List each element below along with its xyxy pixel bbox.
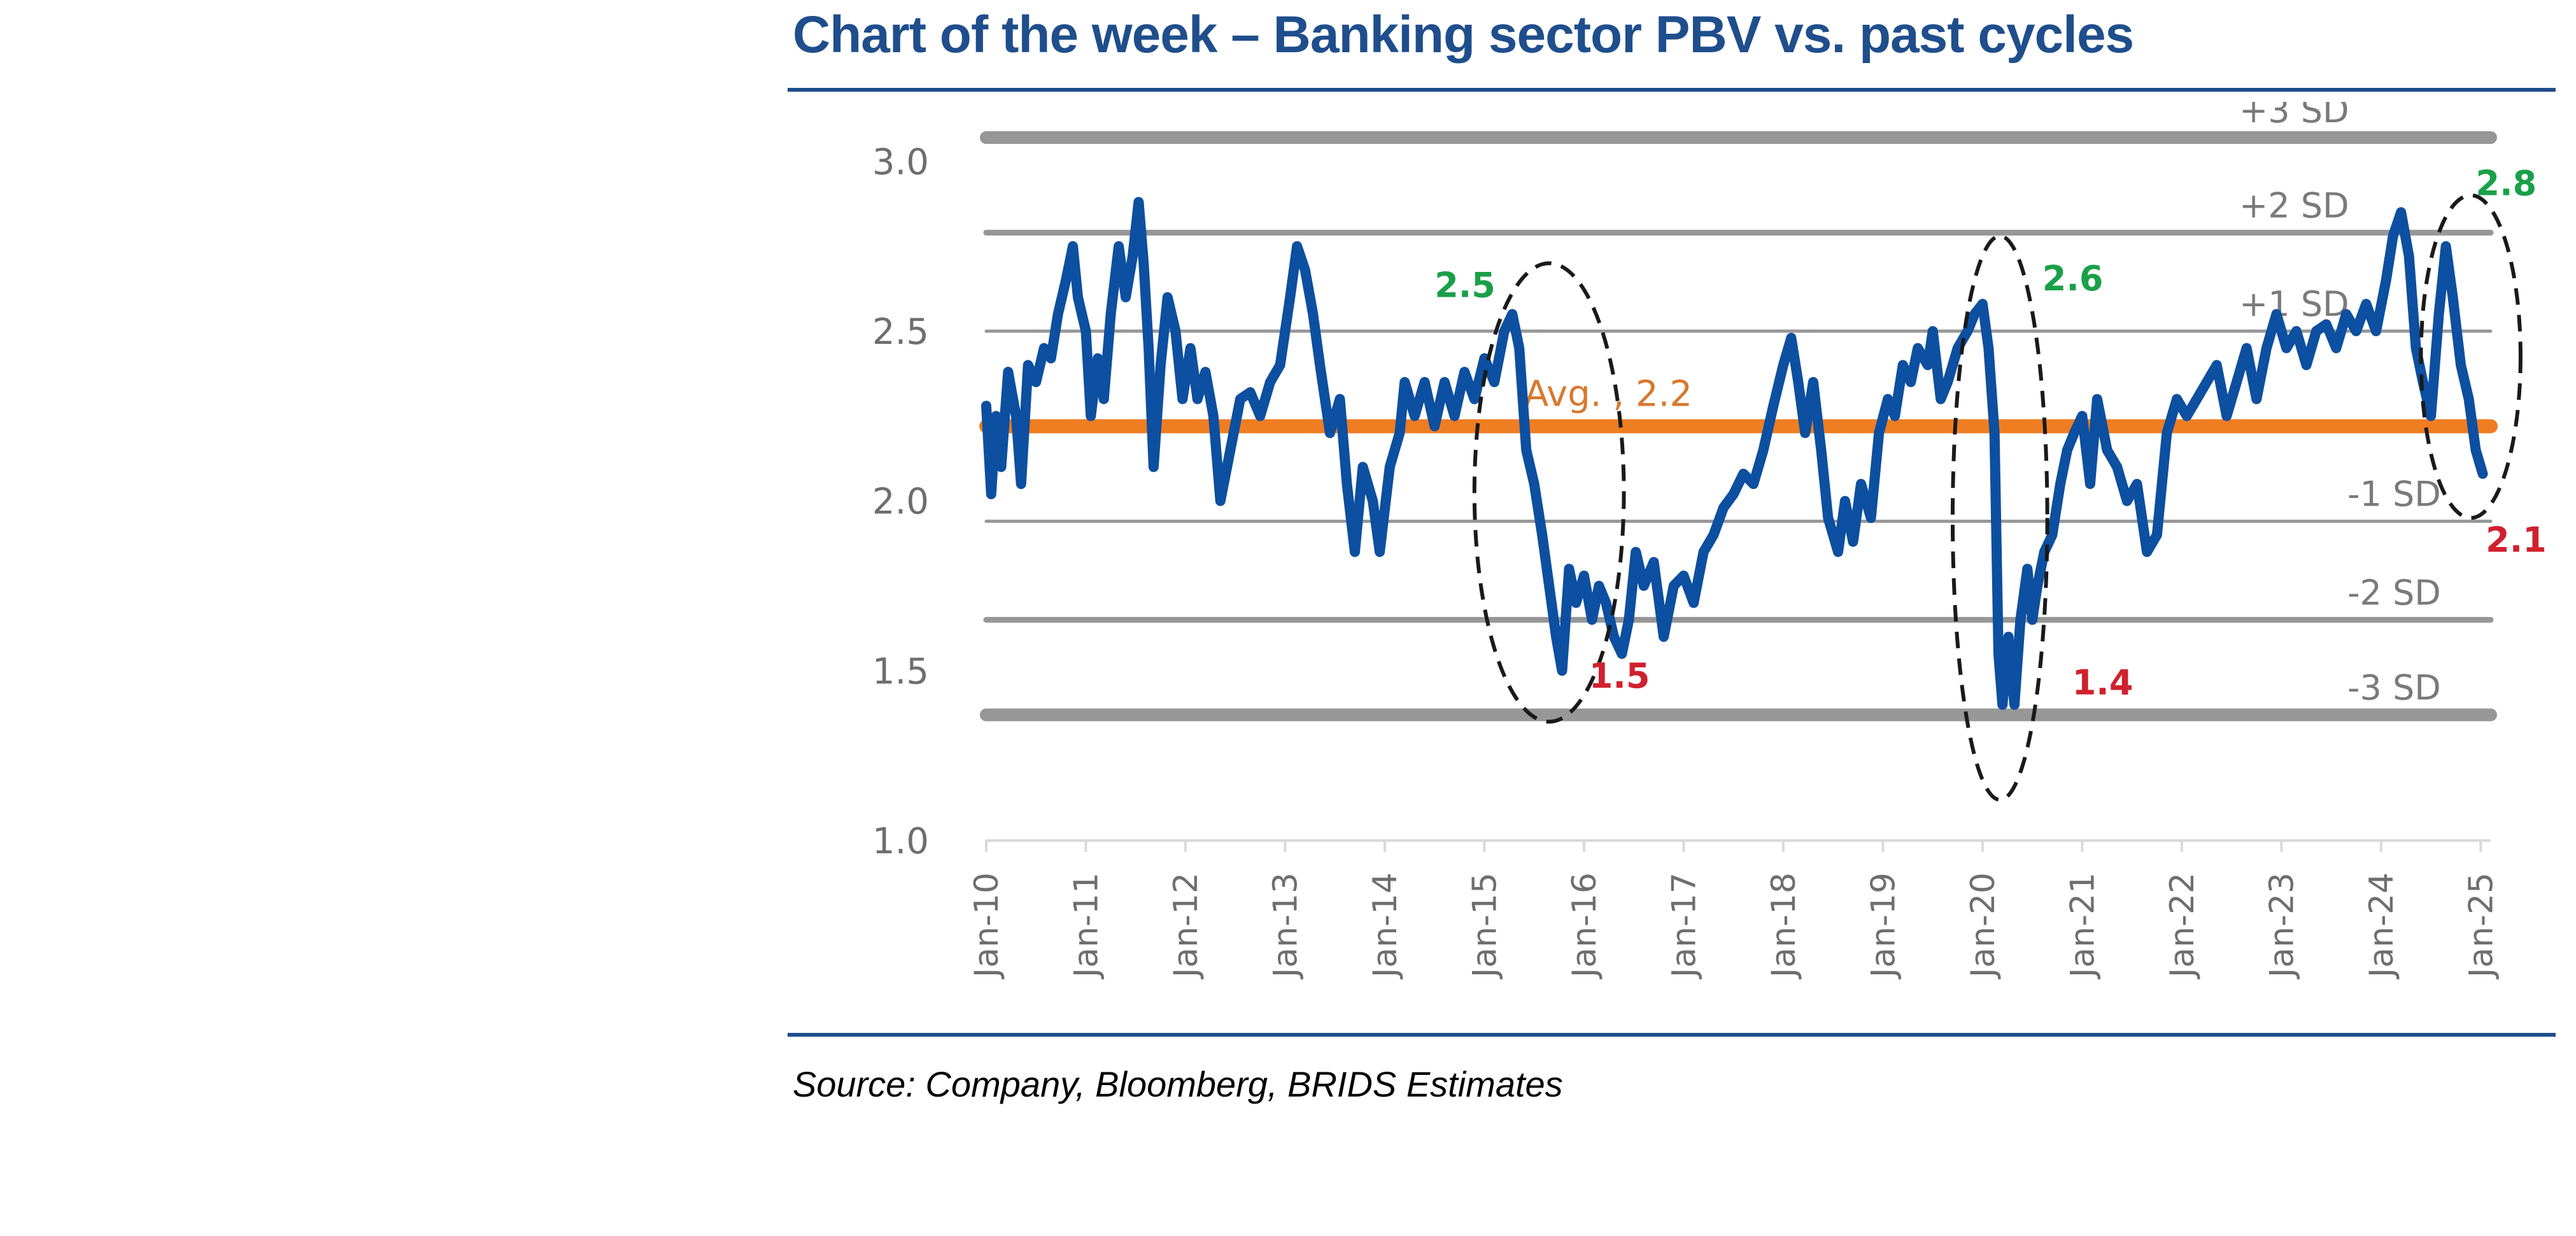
- sd-label: -1 SD: [2347, 474, 2441, 515]
- x-tick-label: Jan-10: [968, 872, 1006, 979]
- cycle-ellipse: [1472, 261, 1626, 724]
- data-labels: 2.5 1.5 2.6 1.4 2.8 2.1: [1434, 164, 2545, 703]
- x-tick-label: Jan-13: [1266, 872, 1305, 979]
- peak-value-label: 2.5: [1434, 266, 1496, 306]
- x-tick-label: Jan-19: [1864, 872, 1902, 979]
- trough-value-label: 2.1: [2486, 520, 2545, 560]
- y-tick-label: 2.5: [872, 311, 929, 353]
- x-tick-label: Jan-12: [1167, 872, 1205, 979]
- x-tick-label: Jan-20: [1964, 872, 2002, 979]
- sd-label: +1 SD: [2239, 284, 2349, 324]
- pbv-series-line: [981, 197, 2488, 710]
- x-tick-label: Jan-21: [2063, 872, 2102, 979]
- cycle-ellipse: [1950, 234, 2049, 802]
- trough-value-label: 1.5: [1589, 656, 1650, 696]
- x-tick-label: Jan-17: [1665, 872, 1703, 979]
- pbv-chart: +3 SD +2 SD +1 SD -1 SD -2 SD -3 SD Avg. , 2.…: [788, 102, 2545, 1025]
- peak-value-label: 2.6: [2042, 259, 2104, 299]
- average-label: Avg. , 2.2: [1524, 373, 1692, 415]
- cycle-highlight-ellipses: [1472, 193, 2523, 802]
- x-tick-label: Jan-22: [2163, 872, 2202, 979]
- sd-band-lines: +3 SD +2 SD +1 SD -1 SD -2 SD -3 SD: [980, 102, 2497, 721]
- peak-value-label: 2.8: [2476, 164, 2537, 204]
- x-tick-label: Jan-11: [1067, 872, 1105, 979]
- sd-label: +2 SD: [2239, 185, 2349, 225]
- x-tick-label: Jan-25: [2462, 872, 2500, 979]
- x-tick-label: Jan-18: [1765, 872, 1803, 979]
- x-tick-label: Jan-16: [1566, 872, 1604, 979]
- axes: 1.0 1.5 2.0 2.5 3.0 Jan-10 Jan-11 Jan-12 Jan-13 J…: [872, 141, 2500, 979]
- x-tick-label: Jan-15: [1466, 872, 1504, 979]
- pbv-series: [981, 197, 2488, 710]
- y-tick-label: 2.0: [872, 481, 929, 523]
- chart-title: Chart of the week – Banking sector PBV v…: [793, 6, 2134, 64]
- y-tick-label: 1.0: [872, 821, 929, 862]
- title-rule: [788, 88, 2556, 92]
- x-tick-label: Jan-23: [2263, 872, 2301, 979]
- y-tick-label: 1.5: [872, 651, 929, 692]
- chart-svg: +3 SD +2 SD +1 SD -1 SD -2 SD -3 SD Avg. , 2.…: [872, 102, 2545, 979]
- sd-label: -2 SD: [2347, 572, 2441, 613]
- x-tick-label: Jan-24: [2363, 872, 2401, 979]
- y-tick-label: 3.0: [872, 141, 929, 183]
- source-note: Source: Company, Bloomberg, BRIDS Estima…: [793, 1064, 1563, 1104]
- sd-label: -3 SD: [2347, 668, 2441, 708]
- trough-value-label: 1.4: [2072, 663, 2134, 703]
- source-rule: [788, 1033, 2556, 1037]
- cycle-ellipse: [2419, 193, 2523, 520]
- sd-label: +3 SD: [2239, 102, 2349, 131]
- x-tick-label: Jan-14: [1366, 872, 1405, 979]
